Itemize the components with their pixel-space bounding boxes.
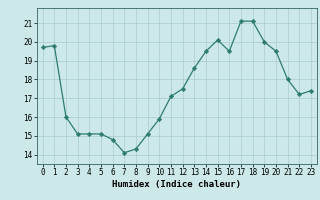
X-axis label: Humidex (Indice chaleur): Humidex (Indice chaleur) xyxy=(112,180,241,189)
